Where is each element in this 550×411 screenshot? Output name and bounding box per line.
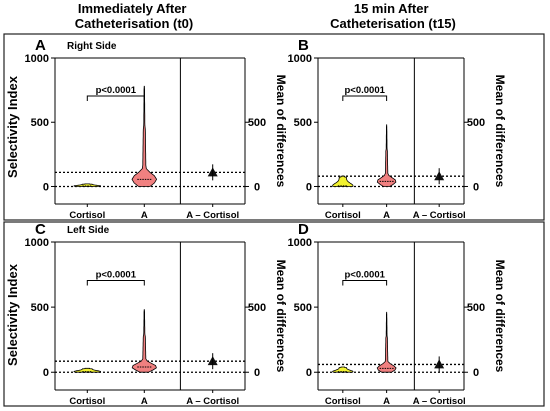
x-tick-label: A – Cortisol	[186, 396, 239, 407]
x-tick-label: A	[141, 396, 148, 407]
violin-cortisol	[73, 183, 101, 187]
significance-bracket	[86, 95, 145, 101]
panel-letter: C	[35, 221, 46, 238]
panel-letter: B	[298, 37, 309, 54]
significance-bracket	[86, 279, 145, 286]
y2-axis-label: Mean of differences	[274, 75, 288, 188]
x-tick-label: Cortisol	[69, 210, 105, 221]
x-tick-label: A	[141, 210, 148, 221]
x-tick-label: A	[383, 396, 390, 407]
x-tick-label: A – Cortisol	[413, 396, 466, 407]
y-tick-label: 1000	[25, 237, 49, 249]
x-tick-label: Cortisol	[325, 210, 361, 221]
y-tick-label: 1000	[288, 237, 312, 249]
violin-a	[376, 311, 397, 373]
y-tick-label: 0	[306, 367, 312, 379]
y-tick-label: 1000	[288, 53, 312, 65]
significance-bracket	[342, 279, 388, 286]
panel-d: D 0 500 1000 0 500 Mean of differences Cortisol…	[288, 221, 507, 407]
row-label-top: Selectivity Index	[5, 75, 20, 178]
row-frame-bottom	[3, 221, 545, 407]
y2-tick-label: 500	[248, 302, 266, 314]
y2-axis-label: Mean of differences	[493, 75, 507, 188]
column-title-t0-line2: Catheterisation (t0)	[75, 16, 193, 31]
x-tick-label: A – Cortisol	[413, 210, 466, 221]
y-tick-label: 500	[31, 302, 49, 314]
column-title-t0: Immediately After Catheterisation (t0)	[75, 1, 193, 31]
y-tick-label: 500	[294, 302, 312, 314]
y2-tick-label: 0	[254, 181, 260, 193]
panel-b: B 0 500 1000 0 500 Mean of differences Cortisol…	[288, 37, 507, 221]
y-tick-label: 0	[43, 181, 49, 193]
panel-letter: D	[298, 221, 309, 238]
p-value: p<0.0001	[96, 269, 137, 280]
violin-cortisol	[332, 175, 354, 187]
column-title-t15-line1: 15 min After	[354, 1, 429, 16]
significance-bracket	[342, 95, 388, 101]
y-tick-label: 0	[43, 367, 49, 379]
p-value: p<0.0001	[345, 85, 386, 96]
violin-a	[131, 309, 157, 373]
panel-a: A Right Side 0 500 1000 0 500 Mean of differenc…	[25, 37, 288, 221]
y-tick-label: 500	[294, 117, 312, 129]
y-tick-label: 0	[306, 181, 312, 193]
violin-cortisol	[332, 366, 354, 373]
row-label-bottom: Selectivity Index	[5, 263, 20, 366]
x-tick-label: A	[383, 210, 390, 221]
panel-letter: A	[35, 37, 46, 54]
p-value: p<0.0001	[345, 269, 386, 280]
y2-axis-label: Mean of differences	[493, 260, 507, 373]
column-title-t0-line1: Immediately After	[78, 1, 187, 16]
panels: A Right Side 0 500 1000 0 500 Mean of differenc…	[25, 37, 507, 407]
x-tick-label: Cortisol	[69, 396, 105, 407]
y2-axis-label: Mean of differences	[274, 260, 288, 373]
violin-a	[376, 124, 397, 187]
y-tick-label: 1000	[25, 53, 49, 65]
y2-tick-label: 500	[467, 302, 485, 314]
y2-tick-label: 500	[467, 117, 485, 129]
panel-c: C Left Side 0 500 1000 0 500 Mean of difference…	[25, 221, 288, 407]
violin-cortisol	[73, 367, 101, 373]
violin-a	[131, 85, 158, 187]
x-tick-label: Cortisol	[325, 396, 361, 407]
y2-tick-label: 0	[473, 181, 479, 193]
x-tick-label: A – Cortisol	[186, 210, 239, 221]
column-title-t15: 15 min After Catheterisation (t15)	[330, 1, 456, 31]
p-value: p<0.0001	[96, 85, 137, 96]
y-tick-label: 500	[31, 117, 49, 129]
side-label: Right Side	[67, 41, 117, 52]
column-title-t15-line2: Catheterisation (t15)	[330, 16, 456, 31]
y2-tick-label: 0	[254, 367, 260, 379]
row-frame-top	[3, 33, 545, 221]
y2-tick-label: 500	[248, 117, 266, 129]
y2-tick-label: 0	[473, 367, 479, 379]
side-label: Left Side	[67, 225, 110, 236]
